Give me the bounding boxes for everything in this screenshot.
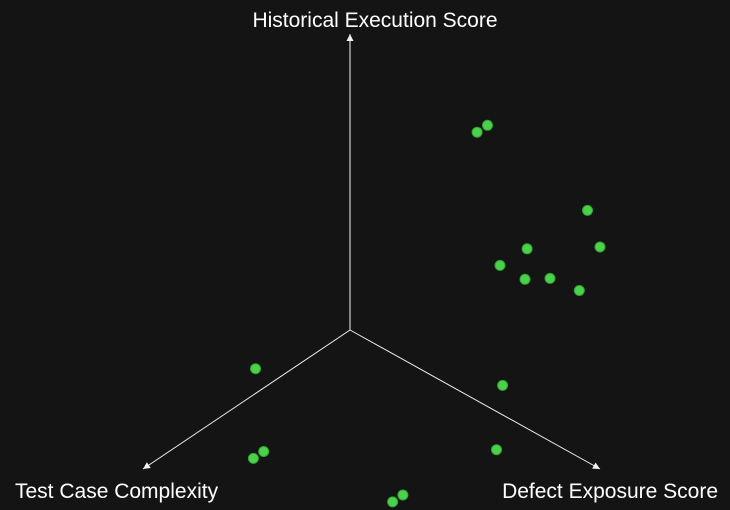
data-point — [471, 126, 483, 138]
data-point — [397, 489, 409, 501]
data-point — [387, 496, 399, 508]
data-point — [250, 363, 261, 375]
data-point — [482, 119, 493, 131]
data-point — [258, 446, 270, 457]
z-axis-label: Historical Execution Score — [252, 9, 497, 32]
y-axis-label: Defect Exposure Score — [502, 480, 718, 503]
y-axis-arrow-icon — [592, 462, 600, 469]
data-point — [491, 444, 502, 456]
y-axis-line — [349, 329, 601, 470]
data-point — [247, 452, 259, 464]
axes-group — [142, 34, 601, 470]
data-point — [582, 204, 593, 216]
data-point — [594, 241, 606, 253]
data-point — [544, 272, 556, 284]
data-points — [247, 119, 606, 508]
x-axis-arrow-icon — [143, 462, 151, 469]
z-axis-arrow-icon — [346, 34, 354, 41]
x-axis-line — [142, 329, 351, 470]
data-point — [521, 243, 533, 255]
data-point — [497, 379, 509, 391]
data-point — [573, 285, 585, 296]
data-point — [519, 273, 531, 285]
axis-labels: Historical Execution Score Test Case Com… — [15, 9, 718, 503]
data-point — [494, 259, 506, 271]
x-axis-label: Test Case Complexity — [15, 480, 219, 503]
